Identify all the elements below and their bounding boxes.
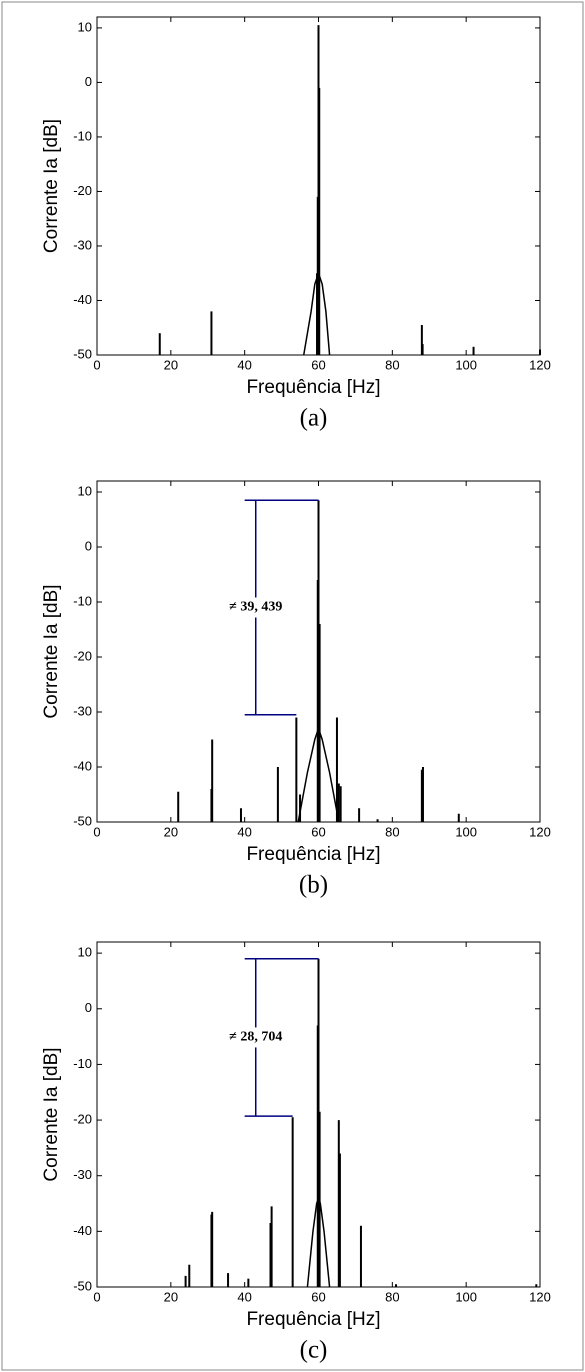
y-tick-label: 10 [78, 19, 92, 34]
envelope [306, 1195, 331, 1288]
x-axis-label: Frequência [Hz] [246, 844, 380, 865]
y-tick-label: -10 [73, 1056, 92, 1071]
x-tick-label: 40 [237, 824, 251, 839]
y-tick-label: -10 [73, 593, 92, 608]
x-tick-label: 80 [385, 357, 399, 372]
x-tick-label: 0 [93, 824, 100, 839]
y-tick-label: 10 [78, 945, 92, 960]
caption: (a) [300, 405, 328, 432]
x-axis-label: Frequência [Hz] [246, 1309, 380, 1330]
x-tick-label: 0 [93, 1289, 100, 1304]
y-tick-label: -30 [73, 1167, 92, 1182]
y-tick-label: 0 [85, 1000, 92, 1015]
y-axis-label: Corrente Ia [dB] [41, 1047, 62, 1181]
y-tick-label: -30 [73, 703, 92, 718]
x-tick-label: 20 [164, 1289, 178, 1304]
x-tick-label: 60 [311, 1289, 325, 1304]
annotation-text: ≠ 39, 439 [229, 600, 282, 615]
y-tick-label: 0 [85, 538, 92, 553]
y-tick-label: -40 [73, 758, 92, 773]
y-tick-label: -20 [73, 648, 92, 663]
y-tick-label: -30 [73, 237, 92, 252]
x-tick-label: 80 [385, 824, 399, 839]
y-axis-label: Corrente Ia [dB] [41, 584, 62, 718]
y-axis-label: Corrente Ia [dB] [41, 119, 62, 253]
envelope [297, 726, 340, 823]
y-tick-label: -20 [73, 1112, 92, 1127]
y-tick-label: 10 [78, 483, 92, 498]
annotation-text: ≠ 28, 704 [229, 1030, 282, 1045]
x-tick-label: 60 [311, 824, 325, 839]
annotation-bg [210, 597, 301, 618]
x-tick-label: 0 [93, 357, 100, 372]
annotation-bg [210, 1027, 301, 1048]
x-tick-label: 120 [529, 357, 551, 372]
x-tick-label: 120 [529, 824, 551, 839]
x-axis-label: Frequência [Hz] [246, 377, 380, 398]
x-tick-label: 20 [164, 357, 178, 372]
y-tick-label: 0 [85, 74, 92, 89]
x-tick-label: 80 [385, 1289, 399, 1304]
x-tick-label: 20 [164, 824, 178, 839]
y-tick-label: -40 [73, 292, 92, 307]
caption: (b) [299, 872, 328, 899]
y-tick-label: -50 [73, 1278, 92, 1293]
y-tick-label: -50 [73, 346, 92, 361]
x-tick-label: 60 [311, 357, 325, 372]
y-tick-label: -50 [73, 813, 92, 828]
x-tick-label: 120 [529, 1289, 551, 1304]
y-tick-label: -10 [73, 128, 92, 143]
y-tick-label: -20 [73, 183, 92, 198]
envelope [302, 270, 331, 356]
x-tick-label: 40 [237, 1289, 251, 1304]
x-tick-label: 40 [237, 357, 251, 372]
x-tick-label: 100 [455, 1289, 477, 1304]
x-tick-label: 100 [455, 357, 477, 372]
y-tick-label: -40 [73, 1223, 92, 1238]
caption: (c) [300, 1337, 328, 1364]
x-tick-label: 100 [455, 824, 477, 839]
